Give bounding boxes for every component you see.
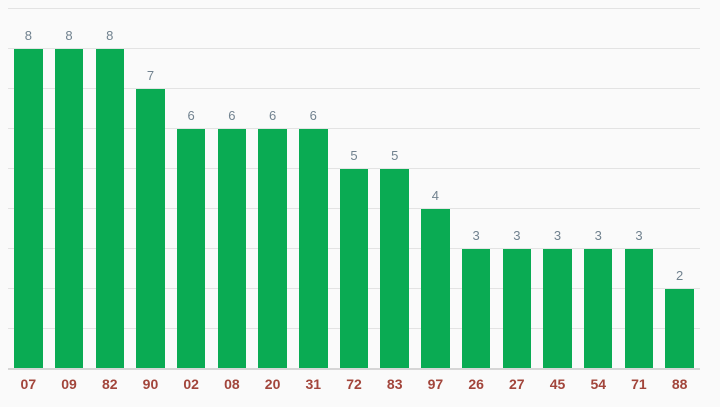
bar-value-label: 8 [24,28,32,43]
bar-value-label: 8 [106,28,114,43]
bar-value-label: 3 [513,228,521,243]
bar[interactable] [176,129,206,368]
x-axis-label: 72 [346,376,362,392]
x-axis-label: 71 [631,376,647,392]
bar-value-label: 3 [553,228,562,243]
bar-value-label: 5 [350,148,358,163]
x-axis-label: 45 [549,376,566,392]
bar[interactable] [217,129,247,368]
bar[interactable] [299,129,328,368]
bar[interactable] [54,49,84,368]
x-axis-label: 97 [427,376,444,392]
x-axis-label: 90 [142,376,159,392]
bar-value-label: 3 [635,228,643,243]
bar[interactable] [339,169,369,368]
bar[interactable] [583,249,613,368]
x-axis-label: 07 [20,376,37,392]
gridline [8,88,700,89]
bar-value-label: 5 [391,148,399,163]
bar-value-label: 6 [228,108,236,123]
x-axis-label: 88 [671,376,688,392]
bar[interactable] [665,289,694,368]
x-axis-label: 02 [183,376,199,392]
x-axis-label: 83 [386,376,403,392]
bar-value-label: 4 [431,188,440,203]
x-axis-label: 20 [264,376,281,392]
bar-value-label: 7 [146,68,155,83]
bar-value-label: 3 [472,228,480,243]
bar[interactable] [624,249,654,368]
bar[interactable] [258,129,287,368]
x-axis-label: 08 [224,376,240,392]
gridline [8,128,700,129]
bar-value-label: 6 [268,108,277,123]
gridline [8,8,700,9]
bar[interactable] [502,249,532,368]
gridline [8,168,700,169]
bar-value-label: 6 [309,108,317,123]
bar-value-label: 8 [65,28,73,43]
gridline [8,48,700,49]
x-axis-label: 54 [590,376,607,392]
bar[interactable] [95,49,124,368]
bar[interactable] [461,249,491,368]
bar[interactable] [136,89,165,368]
bar[interactable] [421,209,450,368]
bar[interactable] [380,169,409,368]
bar-value-label: 2 [676,268,684,283]
x-axis-label: 82 [101,376,118,392]
x-axis-baseline [8,368,700,370]
bar-value-label: 3 [594,228,602,243]
x-axis-label: 09 [61,376,77,392]
x-axis-label: 26 [468,376,484,392]
bar-value-label: 6 [187,108,195,123]
bar[interactable] [543,249,572,368]
x-axis-label: 31 [305,376,322,392]
bar[interactable] [14,49,43,368]
x-axis-label: 27 [509,376,525,392]
